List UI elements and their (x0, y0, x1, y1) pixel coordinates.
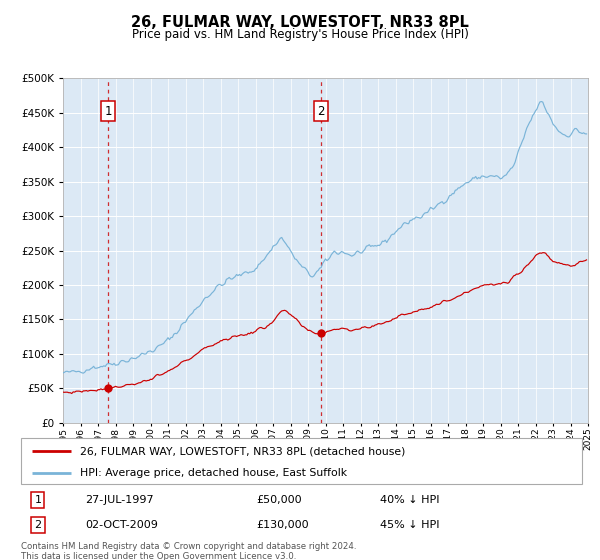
Text: Contains HM Land Registry data © Crown copyright and database right 2024.
This d: Contains HM Land Registry data © Crown c… (21, 542, 356, 560)
Text: £130,000: £130,000 (257, 520, 309, 530)
Text: 1: 1 (34, 495, 41, 505)
Text: 02-OCT-2009: 02-OCT-2009 (86, 520, 158, 530)
Text: HPI: Average price, detached house, East Suffolk: HPI: Average price, detached house, East… (80, 468, 347, 478)
Text: 27-JUL-1997: 27-JUL-1997 (86, 495, 154, 505)
Text: 40% ↓ HPI: 40% ↓ HPI (380, 495, 440, 505)
Text: £50,000: £50,000 (257, 495, 302, 505)
Text: 26, FULMAR WAY, LOWESTOFT, NR33 8PL (detached house): 26, FULMAR WAY, LOWESTOFT, NR33 8PL (det… (80, 446, 405, 456)
Text: 45% ↓ HPI: 45% ↓ HPI (380, 520, 440, 530)
Text: Price paid vs. HM Land Registry's House Price Index (HPI): Price paid vs. HM Land Registry's House … (131, 28, 469, 41)
Text: 26, FULMAR WAY, LOWESTOFT, NR33 8PL: 26, FULMAR WAY, LOWESTOFT, NR33 8PL (131, 15, 469, 30)
Text: 2: 2 (34, 520, 41, 530)
Text: 2: 2 (317, 105, 325, 118)
FancyBboxPatch shape (21, 438, 582, 484)
Text: 1: 1 (104, 105, 112, 118)
